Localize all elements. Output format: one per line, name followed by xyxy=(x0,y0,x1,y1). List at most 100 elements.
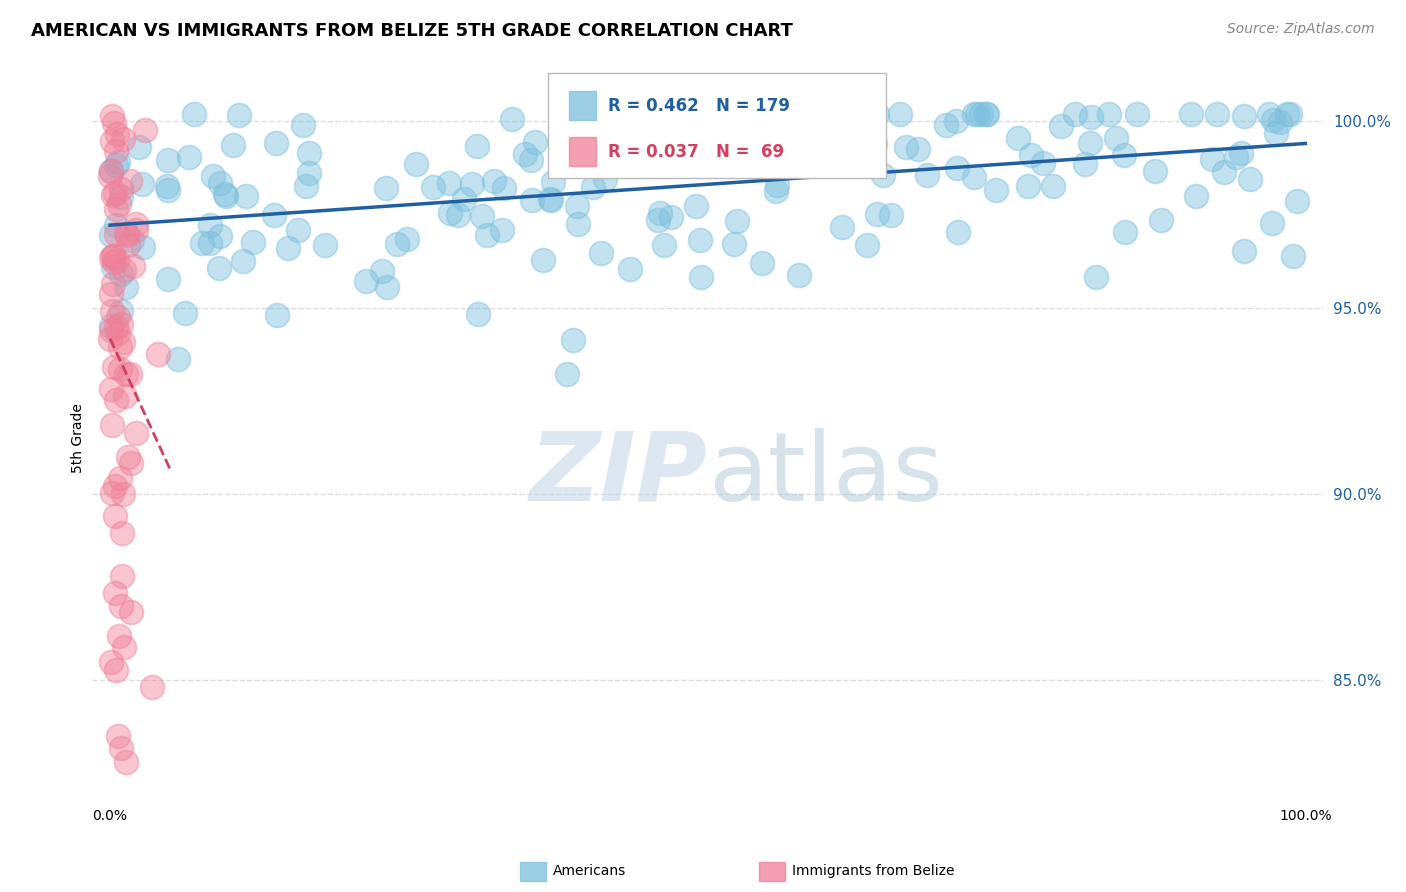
Point xyxy=(110,599,132,613)
Text: ZIP: ZIP xyxy=(530,428,707,521)
Point xyxy=(447,208,470,222)
Point xyxy=(821,106,844,120)
Point xyxy=(108,470,131,484)
Point xyxy=(277,241,299,255)
Point xyxy=(157,183,180,197)
Point xyxy=(772,106,794,120)
Point xyxy=(108,362,131,376)
Point xyxy=(561,333,583,347)
Point xyxy=(1261,112,1284,127)
Point xyxy=(619,261,641,276)
Point xyxy=(101,260,124,275)
Point xyxy=(461,177,484,191)
Point xyxy=(963,106,986,120)
Point xyxy=(856,127,879,141)
Point xyxy=(1201,153,1223,167)
Text: R = 0.037   N =  69: R = 0.037 N = 69 xyxy=(607,143,785,161)
Point xyxy=(111,569,134,583)
Point xyxy=(103,585,125,599)
Point xyxy=(693,121,716,136)
Point xyxy=(103,188,125,202)
Point xyxy=(110,182,132,196)
Point xyxy=(105,253,128,268)
Point xyxy=(766,106,789,120)
Y-axis label: 5th Grade: 5th Grade xyxy=(72,403,86,473)
Point xyxy=(453,192,475,206)
Point xyxy=(264,136,287,151)
Point xyxy=(117,238,139,252)
Text: R = 0.462   N = 179: R = 0.462 N = 179 xyxy=(607,97,790,115)
Point xyxy=(405,157,427,171)
Point xyxy=(1239,171,1261,186)
Point xyxy=(894,139,917,153)
Point xyxy=(872,168,894,182)
Point xyxy=(946,225,969,239)
Point xyxy=(112,335,135,350)
Point xyxy=(134,123,156,137)
Point xyxy=(314,237,336,252)
Point xyxy=(110,317,132,331)
Point xyxy=(120,605,142,619)
Point xyxy=(121,233,143,247)
Point xyxy=(298,146,321,161)
Point xyxy=(1184,188,1206,202)
Point xyxy=(475,228,498,243)
Point xyxy=(1032,155,1054,169)
Point xyxy=(1150,212,1173,227)
Point xyxy=(128,140,150,154)
Point xyxy=(1078,136,1101,151)
Point xyxy=(1230,146,1253,161)
Point xyxy=(723,236,745,251)
Point xyxy=(214,187,236,202)
Point xyxy=(385,237,408,252)
Point xyxy=(104,392,127,407)
Point xyxy=(756,106,779,120)
Point xyxy=(879,208,901,222)
Text: atlas: atlas xyxy=(707,428,943,521)
Point xyxy=(156,178,179,193)
Point xyxy=(118,174,141,188)
Point xyxy=(439,206,461,220)
Point xyxy=(437,176,460,190)
Point xyxy=(524,135,547,149)
Point xyxy=(101,485,124,500)
Point xyxy=(849,146,872,161)
Point xyxy=(963,170,986,185)
Point xyxy=(1205,106,1227,120)
Point xyxy=(946,161,969,175)
Point xyxy=(465,138,488,153)
Point xyxy=(1126,106,1149,120)
Point xyxy=(1261,216,1284,230)
Text: Source: ZipAtlas.com: Source: ZipAtlas.com xyxy=(1227,22,1375,37)
Point xyxy=(115,280,138,294)
Point xyxy=(770,152,793,166)
Point xyxy=(98,169,121,184)
Point xyxy=(831,220,853,235)
Point xyxy=(100,287,122,301)
Point xyxy=(103,479,125,493)
Point xyxy=(1080,110,1102,124)
Point xyxy=(101,277,124,292)
Point xyxy=(519,153,541,167)
Point xyxy=(889,106,911,120)
Point xyxy=(593,172,616,186)
Point xyxy=(984,183,1007,197)
Point xyxy=(1282,249,1305,263)
Point xyxy=(104,227,127,242)
Point xyxy=(232,253,254,268)
Point xyxy=(112,640,135,654)
Point xyxy=(287,223,309,237)
Point xyxy=(1275,106,1298,120)
Point xyxy=(157,272,180,286)
Point xyxy=(467,307,489,321)
Point xyxy=(101,417,124,432)
Point xyxy=(167,351,190,366)
Point xyxy=(1233,109,1256,123)
Point xyxy=(1085,270,1108,285)
Point xyxy=(540,193,562,207)
Point xyxy=(100,163,122,178)
Point xyxy=(101,109,124,123)
Point xyxy=(115,226,138,240)
Point xyxy=(1285,194,1308,208)
Point xyxy=(117,450,139,464)
